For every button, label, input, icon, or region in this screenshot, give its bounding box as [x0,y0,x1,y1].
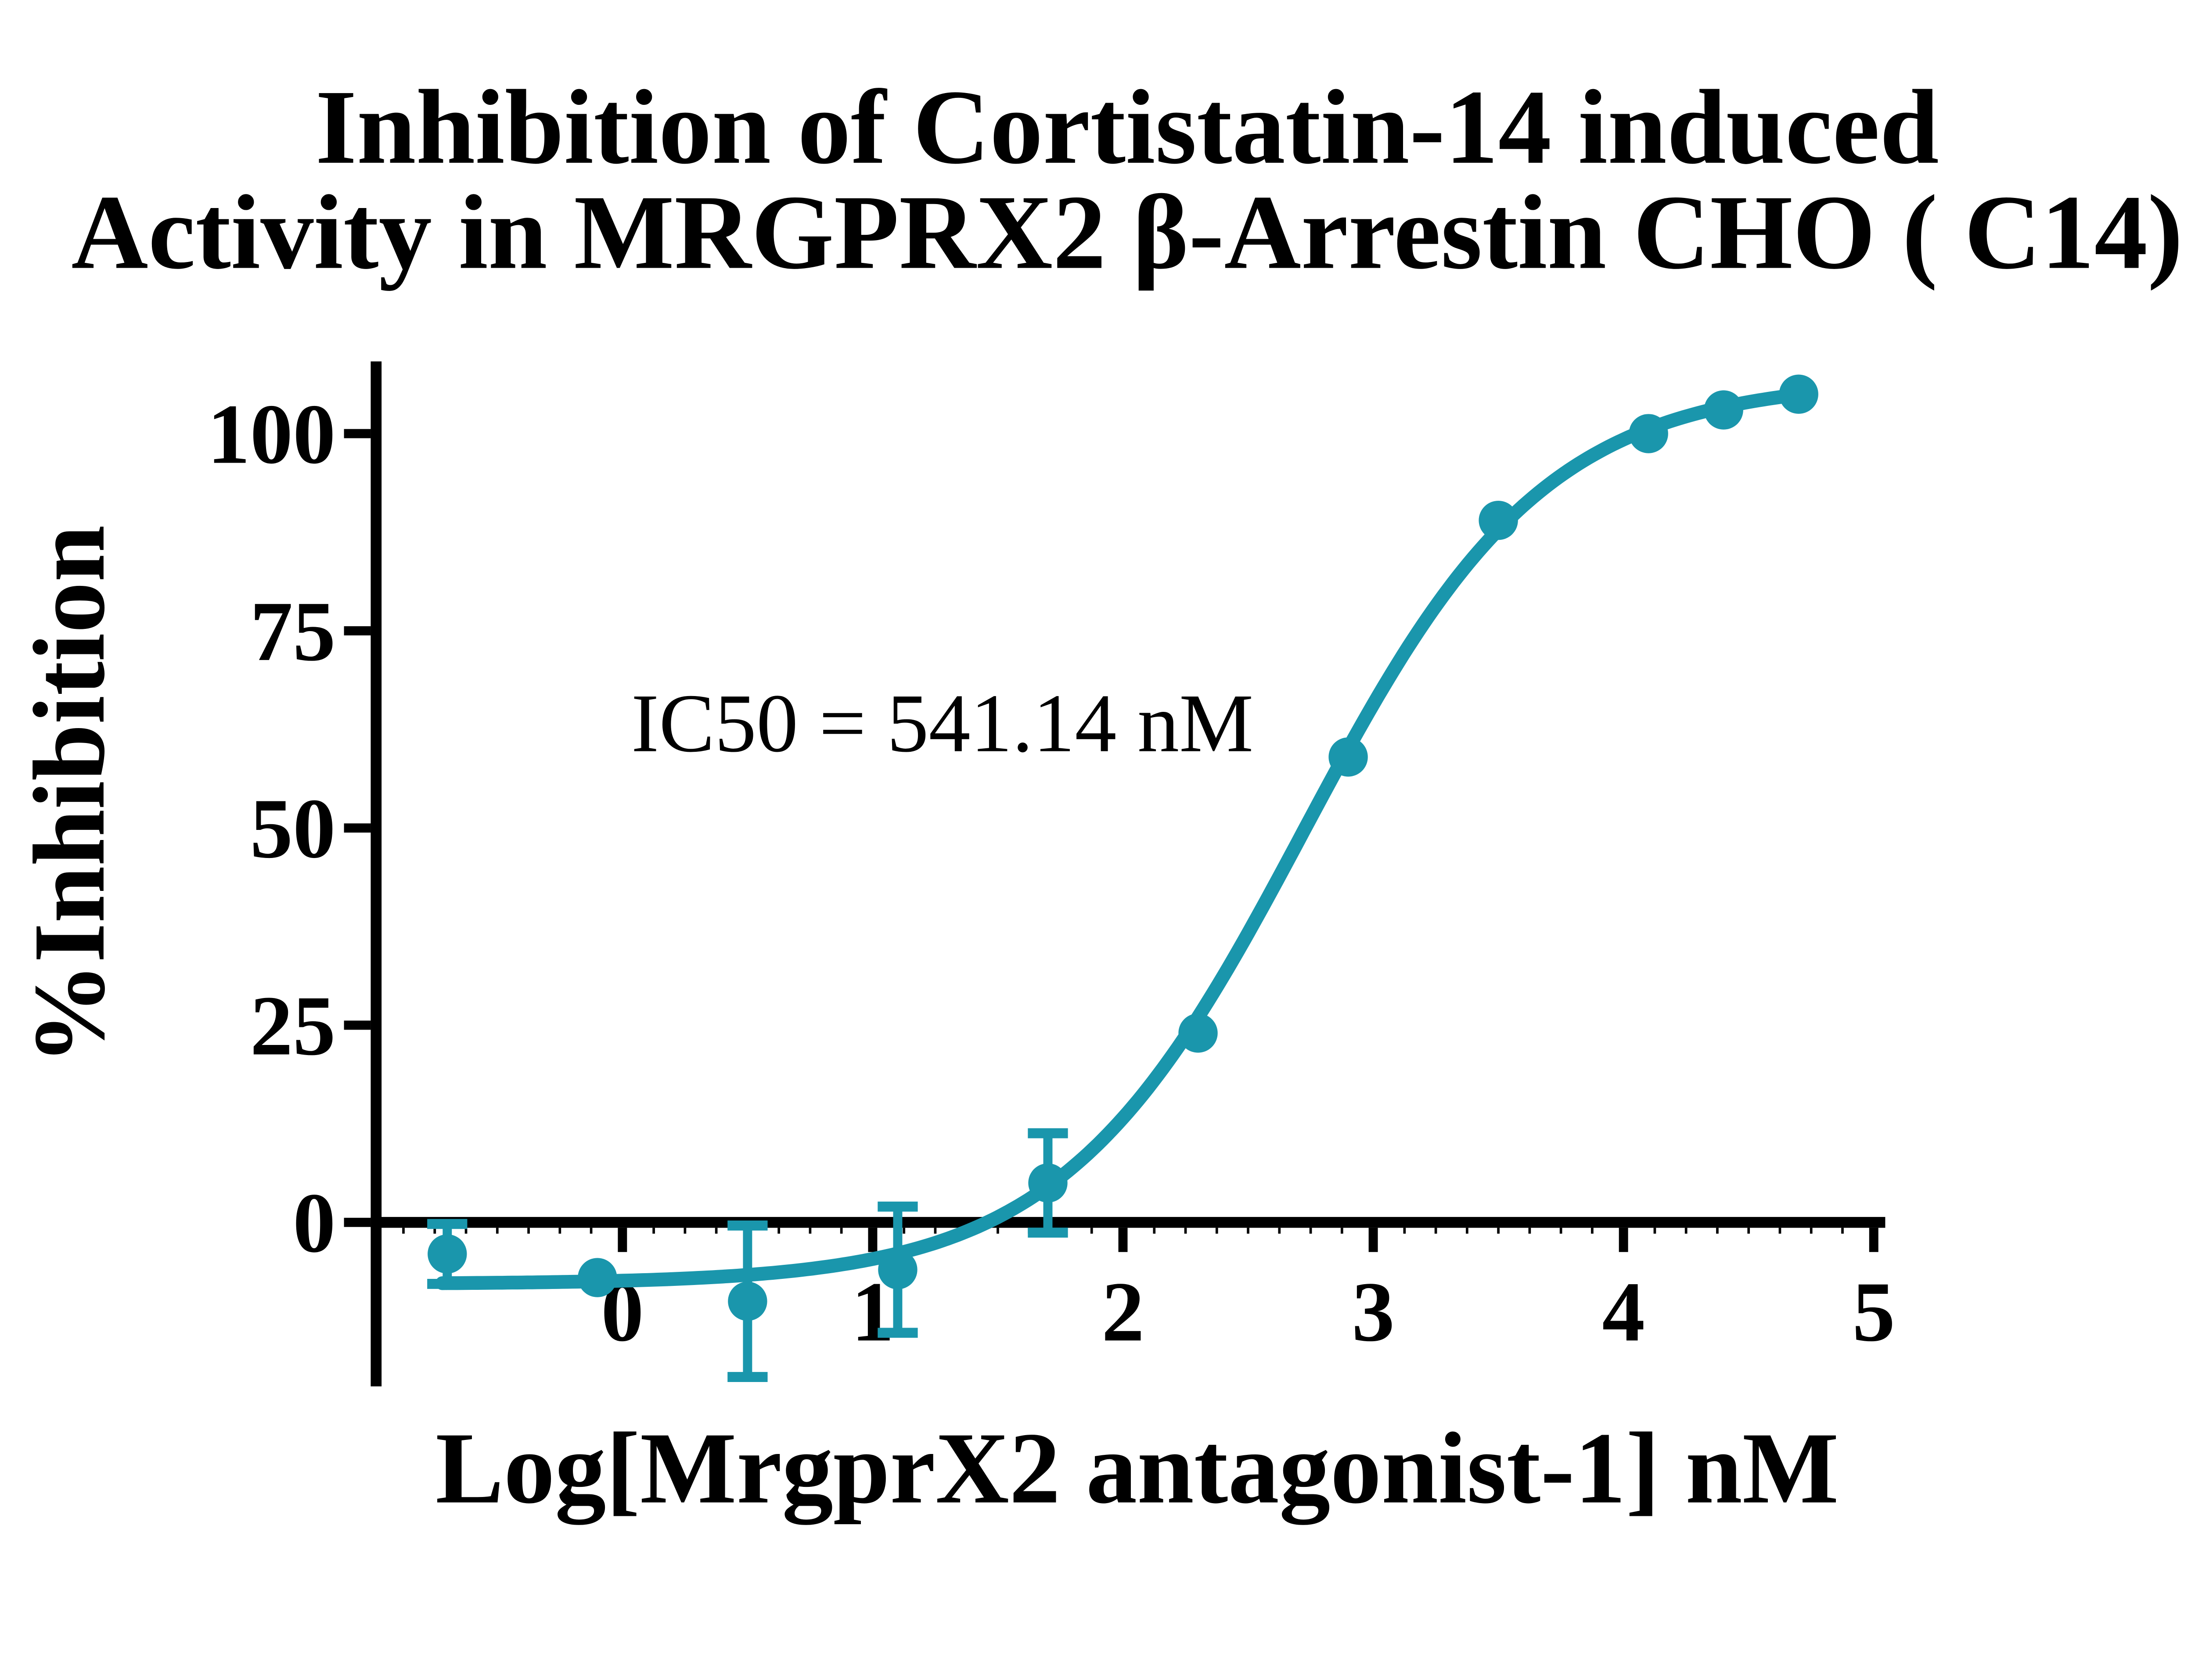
x-tick [1869,1228,1878,1252]
x-minor-tick [1247,1228,1249,1234]
x-minor-tick [715,1228,718,1234]
x-minor-tick [1340,1228,1343,1234]
data-point [1629,414,1668,453]
x-minor-tick [934,1228,937,1234]
data-point [1704,390,1743,430]
fit-curve [435,388,1806,1290]
x-minor-tick [1215,1228,1218,1234]
x-minor-tick [1309,1228,1312,1234]
y-tick-label: 50 [250,781,336,876]
x-minor-tick [1841,1228,1844,1234]
data-point [1779,374,1818,414]
data-point [1328,737,1368,777]
x-tick [1619,1228,1628,1252]
x-minor-tick [997,1228,999,1234]
fit-curve-path [435,388,1806,1290]
x-minor-tick [496,1228,499,1234]
x-minor-tick [1778,1228,1781,1234]
x-minor-tick [1559,1228,1562,1234]
y-tick-label: 0 [293,1176,335,1271]
x-minor-tick [1153,1228,1156,1234]
data-point [1178,1013,1218,1053]
chart-title-line1: Inhibition of Cortistatin-14 induced [315,68,1939,186]
x-minor-tick [433,1228,436,1234]
x-tick-label: 4 [1602,1264,1644,1359]
y-axis-title: %Inhibition [13,525,126,1065]
x-minor-tick [1653,1228,1656,1234]
x-minor-tick [590,1228,593,1234]
y-tick-label: 25 [250,979,336,1073]
x-minor-tick [558,1228,561,1234]
x-minor-tick [527,1228,530,1234]
data-point [878,1250,918,1289]
data-points [428,374,1818,1321]
data-point [1479,501,1518,540]
x-minor-tick [464,1228,468,1234]
x-tick [868,1228,878,1252]
x-minor-tick [684,1228,687,1234]
x-tick [1368,1228,1378,1252]
x-minor-tick [903,1228,906,1234]
y-tick-label: 100 [207,387,335,482]
x-minor-tick [1090,1228,1093,1234]
x-minor-tick [1810,1228,1813,1234]
x-tick-label: 2 [1101,1264,1144,1359]
dose-response-chart: Inhibition of Cortistatin-14 induced Act… [12,68,2183,1526]
y-axis-line [371,361,382,1386]
x-minor-tick [402,1228,405,1234]
x-axis-line [371,1217,1886,1228]
x-minor-tick [1434,1228,1437,1234]
y-tick [344,626,371,635]
x-minor-tick [1716,1228,1719,1234]
error-bars [427,1128,1068,1382]
x-minor-tick [1591,1228,1594,1234]
x-minor-tick [1497,1228,1500,1234]
data-point [1028,1163,1068,1203]
x-minor-tick [1184,1228,1187,1234]
x-tick-label: 5 [1853,1264,1895,1359]
x-tick-label: 3 [1352,1264,1394,1359]
x-minor-tick [809,1228,812,1234]
chart-title-line2: Activity in MRGPRX2 β-Arrestin CHO ( C14… [71,173,2183,291]
y-tick [344,823,371,833]
x-minor-tick [1403,1228,1406,1234]
x-minor-tick [777,1228,780,1234]
data-point [728,1282,767,1321]
y-tick [344,429,371,438]
y-tick [344,1020,371,1030]
x-minor-tick [1278,1228,1281,1234]
y-tick [344,1217,371,1227]
data-point [578,1258,617,1297]
y-tick-label: 75 [250,584,336,679]
x-minor-tick [1684,1228,1688,1234]
x-minor-tick [1528,1228,1531,1234]
x-tick [618,1228,627,1252]
x-minor-tick [1747,1228,1750,1234]
x-axis-title: Log[MrgprX2 antagonist-1] nM [435,1411,1839,1525]
x-minor-tick [840,1228,843,1234]
dose-response-figure: Inhibition of Cortistatin-14 induced Act… [12,68,2183,1526]
y-ticks: 0 25 50 75 100 [207,387,371,1271]
x-minor-tick [652,1228,655,1234]
data-point [428,1234,467,1274]
x-tick [1118,1228,1128,1252]
ic50-annotation: IC50 = 541.14 nM [631,678,1253,770]
x-minor-tick [1466,1228,1468,1234]
